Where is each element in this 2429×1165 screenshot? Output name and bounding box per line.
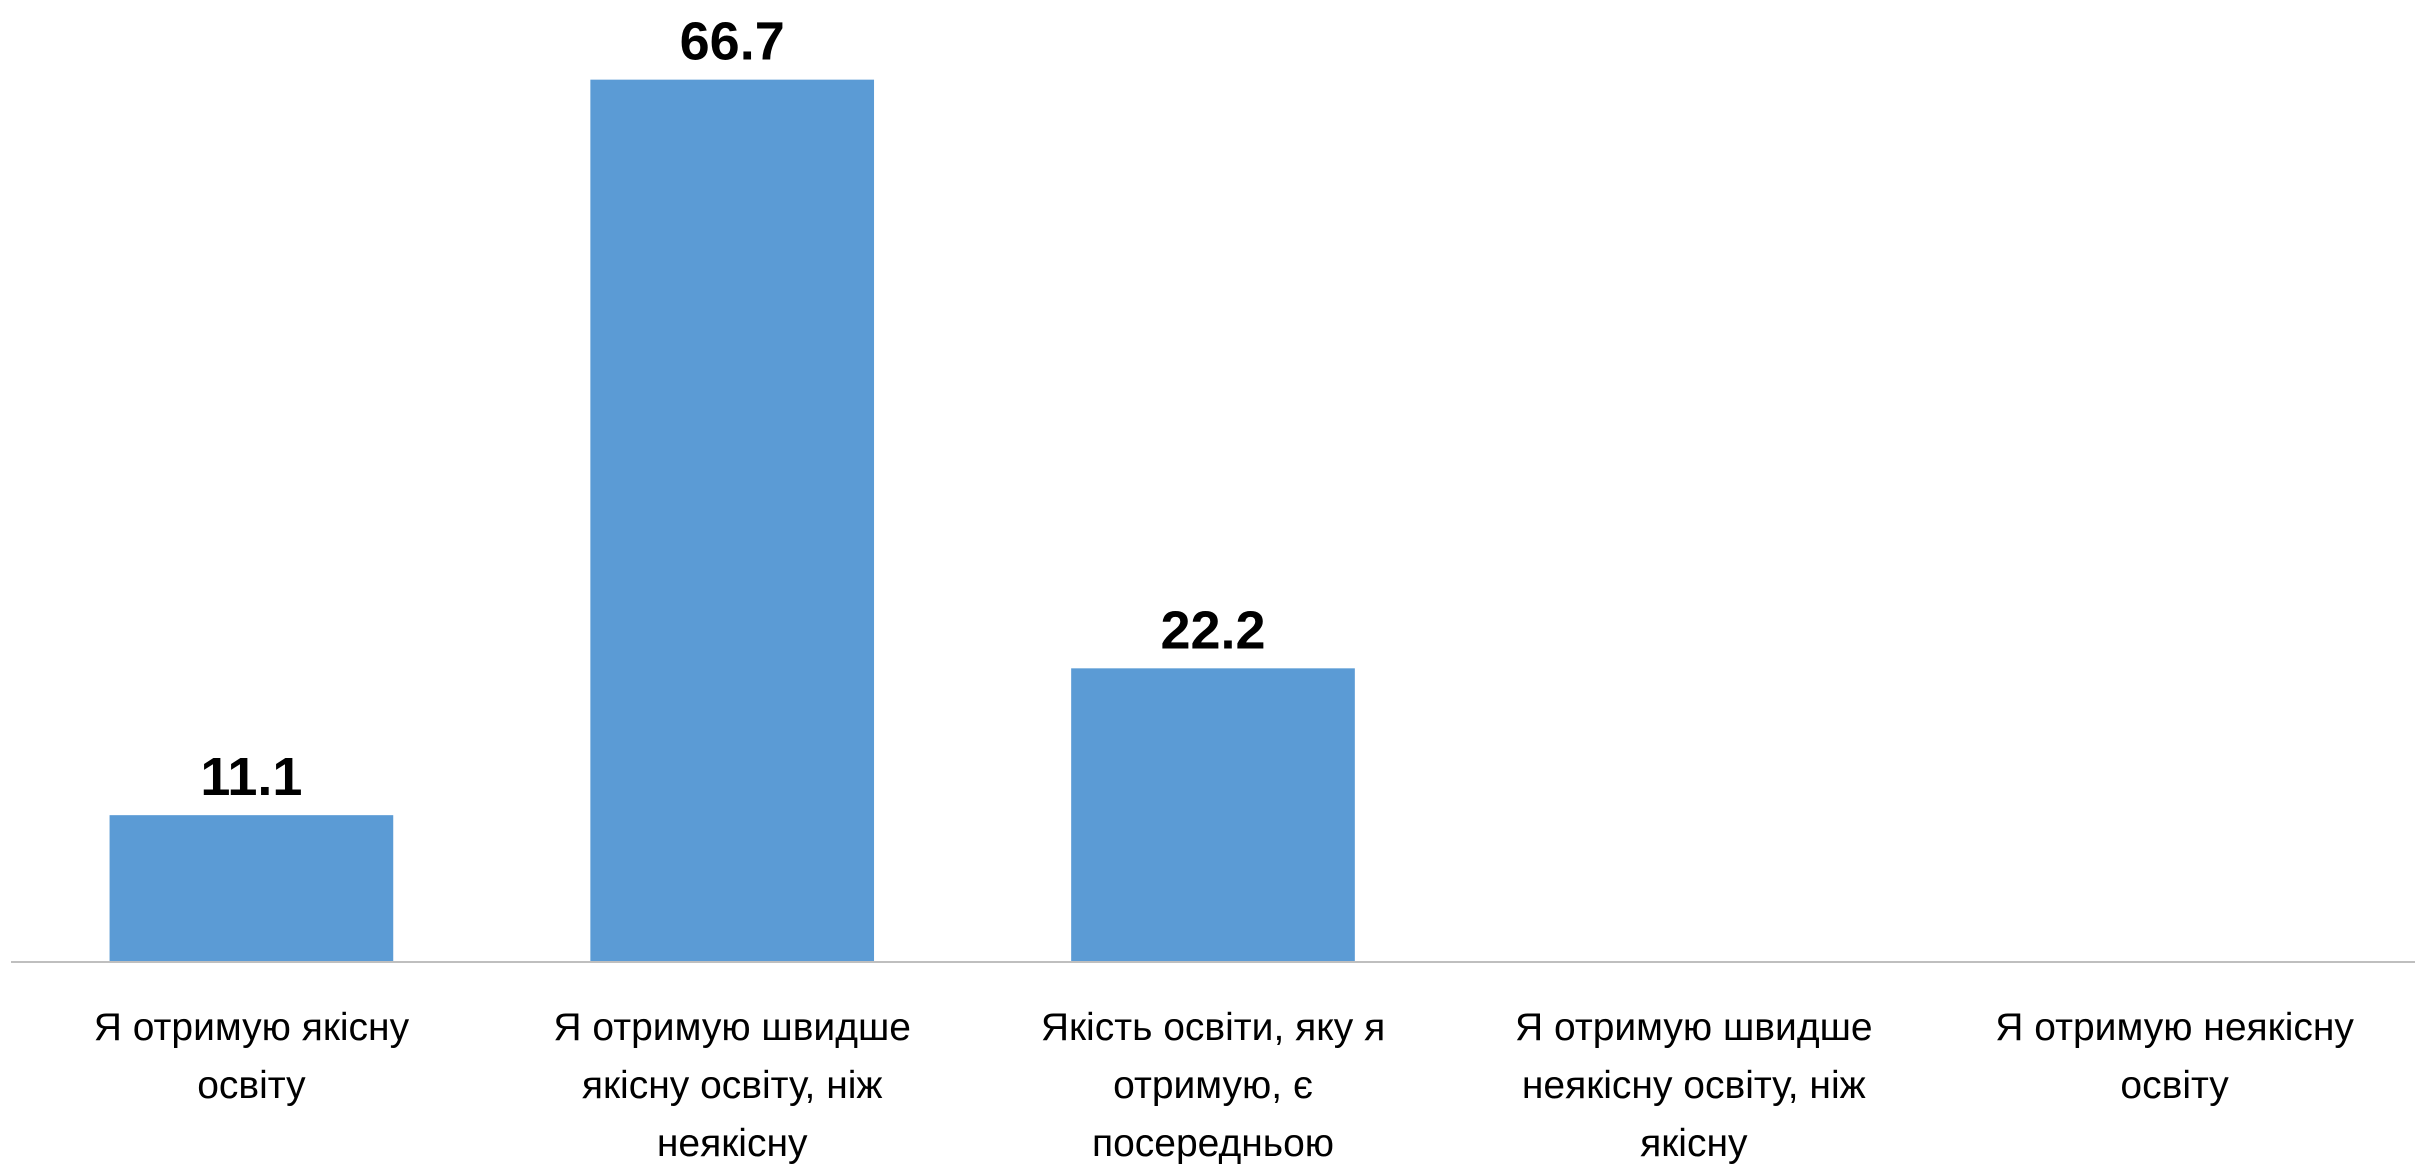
data-label: 22.2 <box>1160 600 1265 660</box>
bar <box>109 815 394 962</box>
x-tick-label: Я отримую неякісну освіту <box>1995 1006 2354 1107</box>
x-tick-label: Я отримую швидше неякісну освіту, ніж якіс… <box>1515 1006 1873 1165</box>
data-label: 11.1 <box>200 747 302 807</box>
data-label: 66.7 <box>680 12 785 72</box>
bar <box>1071 668 1355 962</box>
x-tick-label: Я отримую якісну освіту <box>94 1006 410 1107</box>
x-tick-label: Якість освіти, яку я отримую, є посередньо… <box>1041 1006 1385 1165</box>
bar <box>590 79 875 962</box>
x-tick-label: Я отримую швидше якісну освіту, ніж неякіс… <box>553 1006 911 1165</box>
